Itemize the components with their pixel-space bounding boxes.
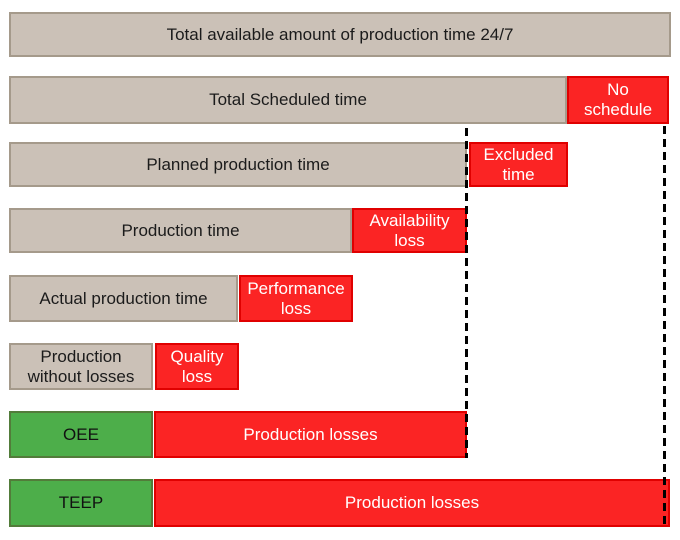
loss-box-oee-production-losses: Production losses [154, 411, 467, 458]
bar-label: Planned production time [146, 154, 330, 174]
bar-label: Total Scheduled time [209, 90, 367, 110]
bar-planned-production-time: Planned production time [9, 142, 467, 187]
bar-label: Production without losses [27, 346, 135, 386]
bar-teep: TEEP [9, 479, 153, 527]
loss-label: Availability loss [369, 210, 450, 250]
dashed-line-planned-time-boundary [465, 128, 468, 458]
metric-label: TEEP [58, 493, 104, 513]
metric-label: OEE [63, 424, 99, 444]
loss-label: No schedule [583, 80, 653, 119]
loss-label: Performance loss [247, 278, 345, 318]
loss-box-performance-loss: Performance loss [239, 275, 353, 322]
loss-box-availability-loss: Availability loss [352, 208, 467, 253]
loss-label: Production losses [344, 493, 480, 513]
bar-label: Actual production time [39, 288, 208, 308]
loss-box-excluded-time: Excluded time [469, 142, 568, 187]
dashed-line-scheduled-time-boundary [663, 126, 666, 528]
bar-production-time: Production time [9, 208, 352, 253]
bar-label: Production time [121, 220, 240, 240]
loss-label: Excluded time [483, 144, 554, 184]
bar-label: Total available amount of production tim… [166, 24, 514, 44]
loss-box-quality-loss: Quality loss [155, 343, 239, 390]
loss-box-teep-production-losses: Production losses [154, 479, 670, 527]
loss-label: Production losses [243, 424, 378, 444]
bar-production-without-losses: Production without losses [9, 343, 153, 390]
bar-actual-production-time: Actual production time [9, 275, 238, 322]
bar-total-scheduled-time: Total Scheduled time [9, 76, 567, 124]
loss-box-no-schedule: No schedule [567, 76, 669, 124]
loss-label: Quality loss [170, 346, 224, 386]
bar-total-available-production-time: Total available amount of production tim… [9, 12, 671, 57]
bar-oee: OEE [9, 411, 153, 458]
